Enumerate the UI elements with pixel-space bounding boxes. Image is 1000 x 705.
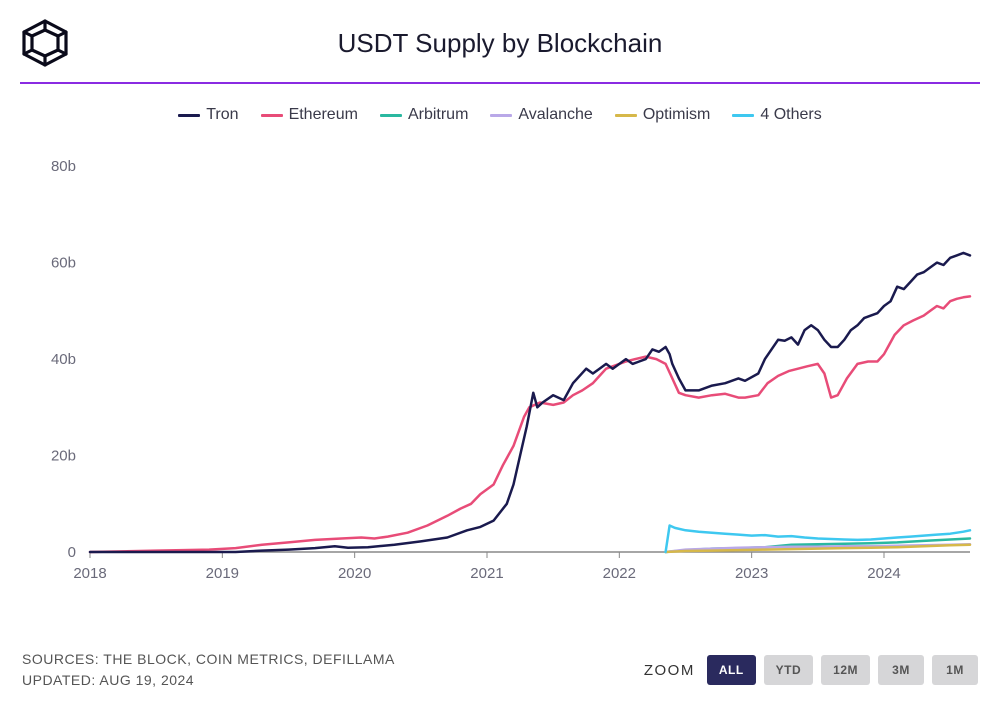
svg-text:2022: 2022: [603, 565, 636, 582]
legend-label: Optimism: [643, 106, 711, 124]
svg-text:2018: 2018: [73, 565, 106, 582]
zoom-label: ZOOM: [644, 662, 695, 679]
legend-item[interactable]: Ethereum: [261, 106, 358, 124]
svg-text:2020: 2020: [338, 565, 371, 582]
legend-label: 4 Others: [760, 106, 821, 124]
legend-item[interactable]: 4 Others: [732, 106, 821, 124]
svg-text:2024: 2024: [867, 565, 900, 582]
legend-label: Arbitrum: [408, 106, 468, 124]
legend-swatch: [490, 114, 512, 117]
legend-swatch: [615, 114, 637, 117]
updated-text: UPDATED: AUG 19, 2024: [22, 670, 395, 691]
zoom-button-12m[interactable]: 12M: [821, 655, 870, 685]
legend-swatch: [261, 114, 283, 117]
svg-text:2023: 2023: [735, 565, 768, 582]
zoom-button-3m[interactable]: 3M: [878, 655, 924, 685]
legend-swatch: [732, 114, 754, 117]
zoom-controls: ZOOM ALL YTD12M 3M 1M: [644, 655, 978, 685]
footer: SOURCES: THE BLOCK, COIN METRICS, DEFILL…: [22, 649, 978, 691]
legend-item[interactable]: Avalanche: [490, 106, 592, 124]
legend-label: Ethereum: [289, 106, 358, 124]
legend-swatch: [380, 114, 402, 117]
chart-area: 0 20b 40b 60b 80b 2018 2019 2020 2021 2022 2023 202…: [20, 132, 980, 602]
svg-text:40b: 40b: [51, 351, 76, 368]
header: USDT Supply by Blockchain: [0, 0, 1000, 82]
legend-label: Tron: [206, 106, 238, 124]
legend-swatch: [178, 114, 200, 117]
series-tron: [90, 253, 970, 552]
brand-logo-icon: [20, 18, 70, 68]
svg-text:2021: 2021: [470, 565, 503, 582]
legend-item[interactable]: Optimism: [615, 106, 711, 124]
series-ethereum: [90, 296, 970, 552]
legend-item[interactable]: Tron: [178, 106, 238, 124]
legend-item[interactable]: Arbitrum: [380, 106, 468, 124]
sources-block: SOURCES: THE BLOCK, COIN METRICS, DEFILL…: [22, 649, 395, 691]
svg-text:0: 0: [68, 544, 76, 561]
zoom-button-1m[interactable]: 1M: [932, 655, 978, 685]
svg-text:2019: 2019: [206, 565, 239, 582]
svg-text:20b: 20b: [51, 448, 76, 465]
line-chart: 0 20b 40b 60b 80b 2018 2019 2020 2021 2022 2023 202…: [20, 132, 980, 602]
legend: Tron Ethereum Arbitrum Avalanche Optimism 4 O…: [0, 84, 1000, 132]
zoom-button-ytd[interactable]: YTD: [764, 655, 814, 685]
svg-text:80b: 80b: [51, 158, 76, 175]
svg-text:60b: 60b: [51, 255, 76, 272]
zoom-button-all[interactable]: ALL: [707, 655, 756, 685]
legend-label: Avalanche: [518, 106, 592, 124]
chart-title: USDT Supply by Blockchain: [70, 28, 980, 59]
sources-text: SOURCES: THE BLOCK, COIN METRICS, DEFILL…: [22, 649, 395, 670]
